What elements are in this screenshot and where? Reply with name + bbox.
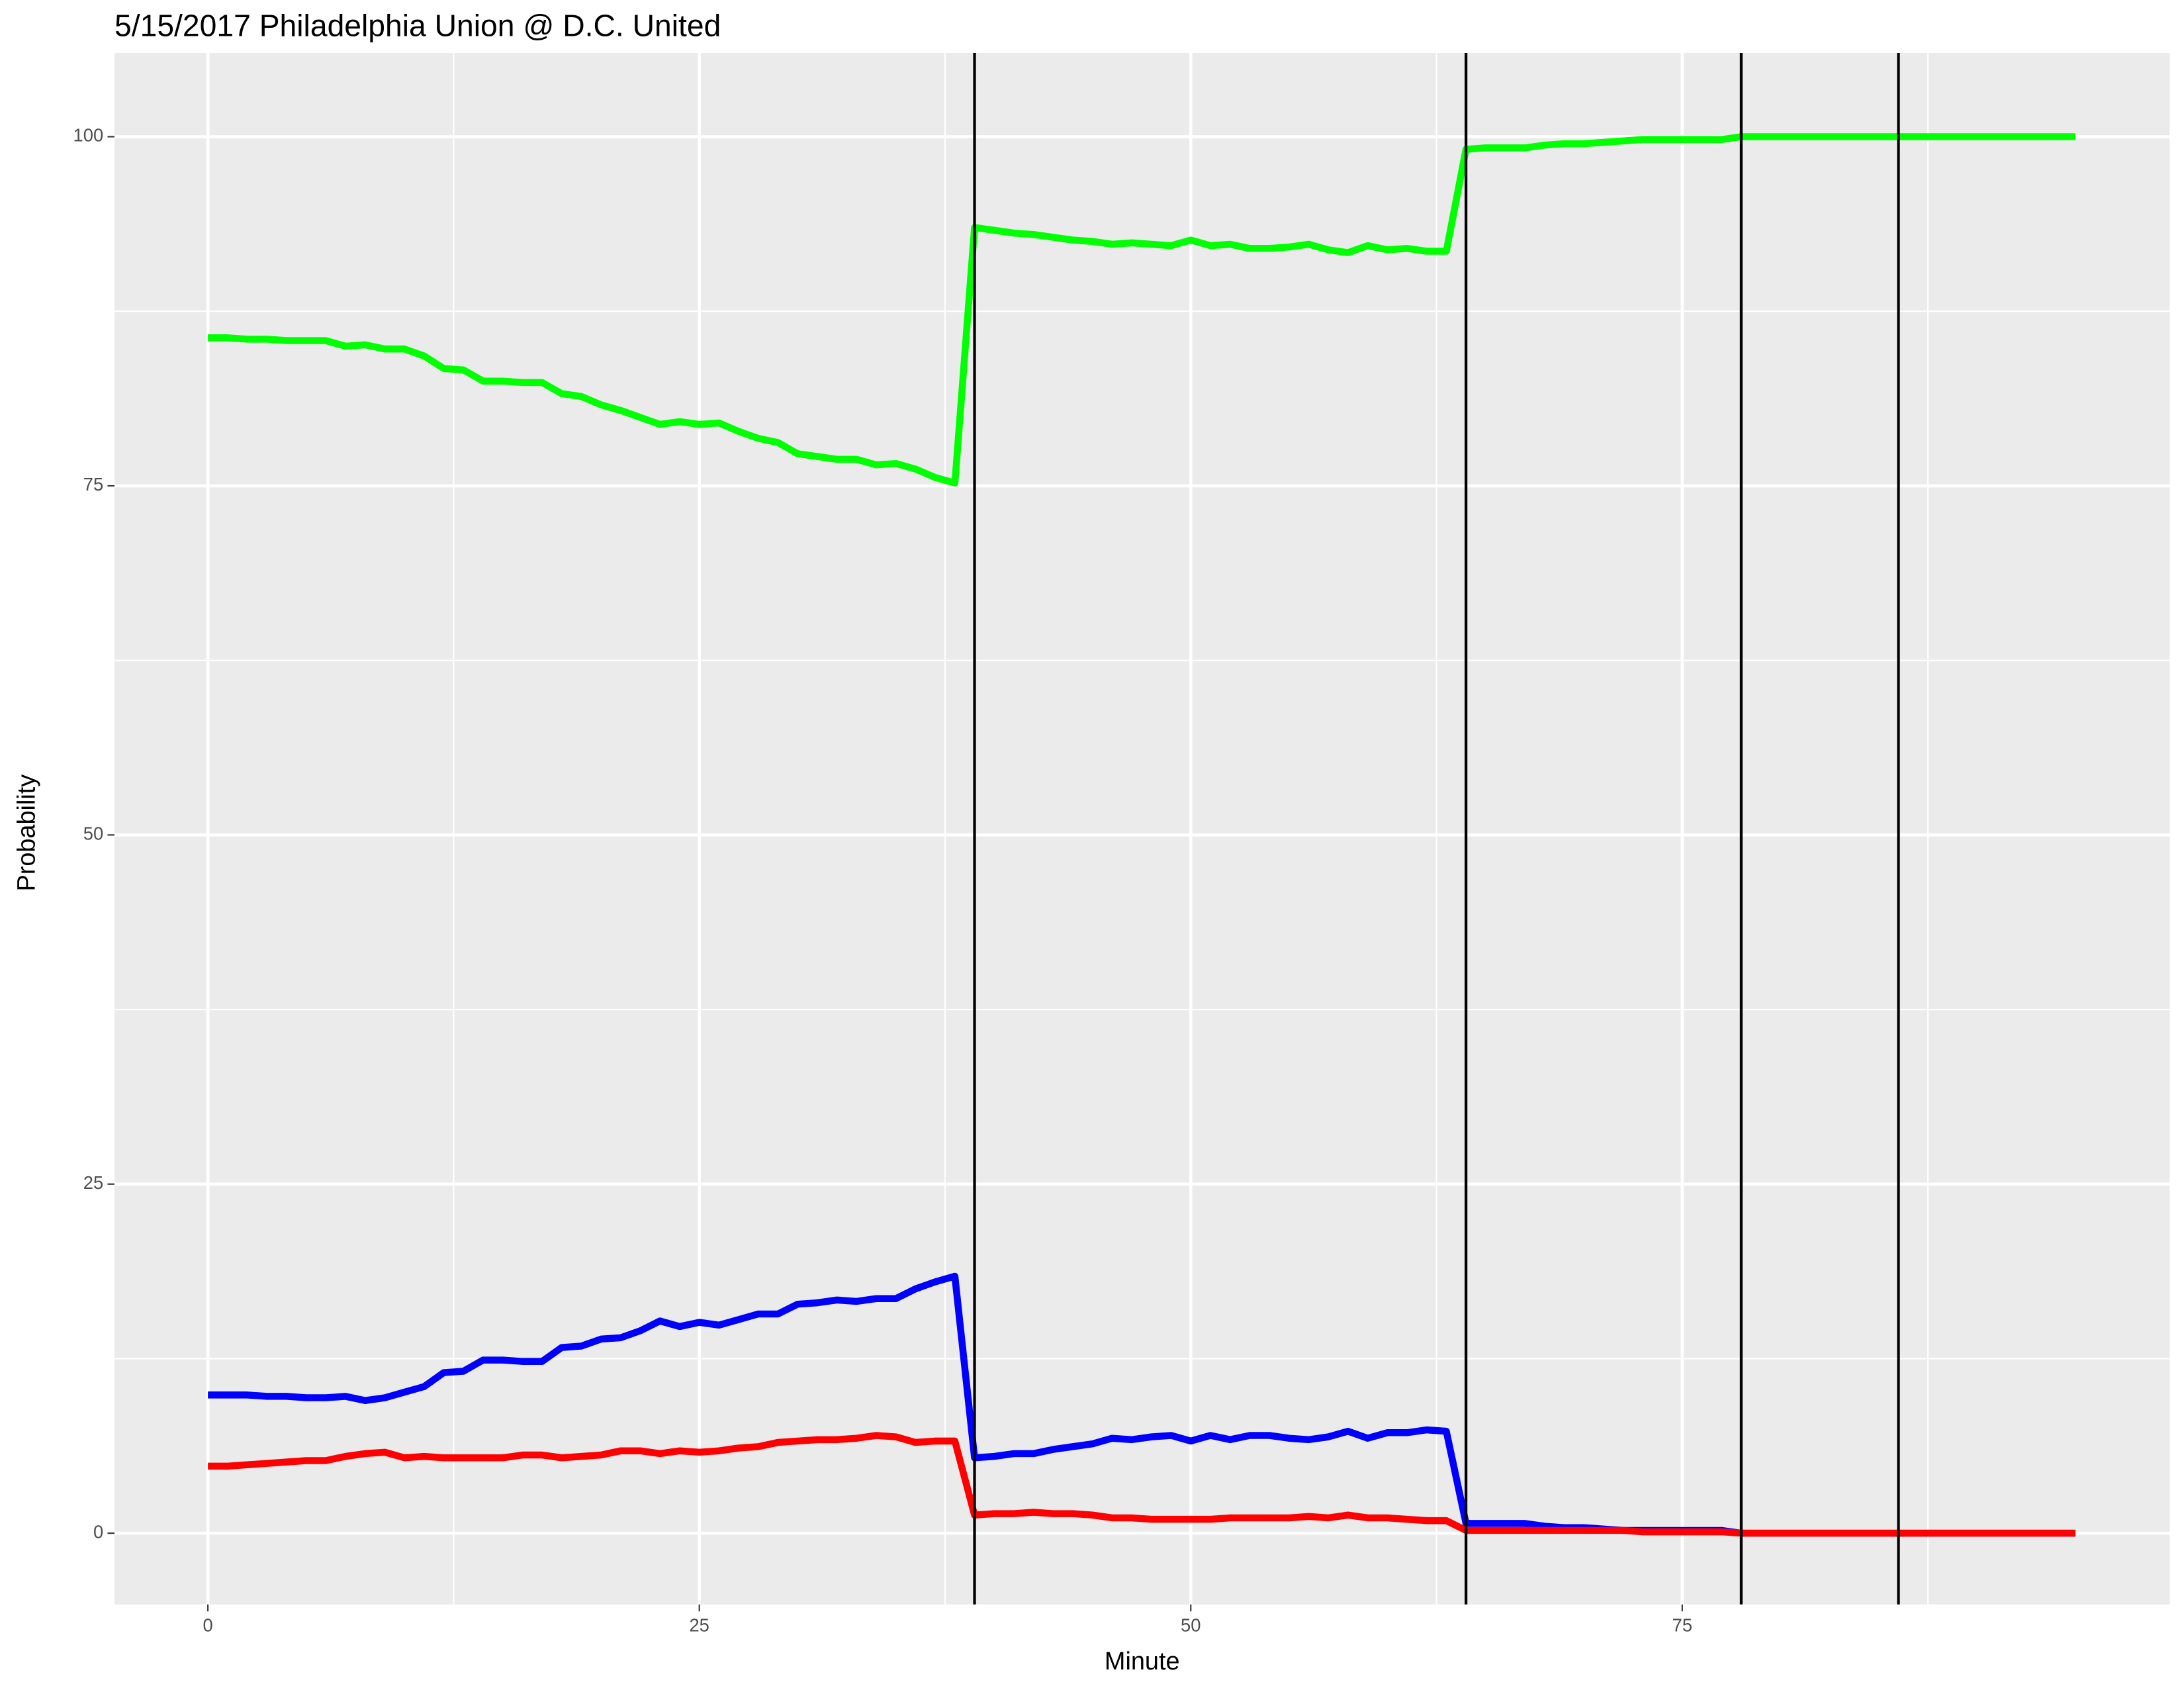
y-tick-label: 75 [83, 474, 103, 494]
x-tick-label: 50 [1181, 1615, 1201, 1636]
y-tick-label: 50 [83, 823, 103, 844]
y-axis-title: Probability [13, 774, 41, 892]
series-line [208, 133, 2075, 487]
x-tick-label: 0 [203, 1615, 212, 1636]
y-tick-label: 0 [93, 1521, 103, 1542]
x-tick-label: 75 [1672, 1615, 1692, 1636]
x-tick-label: 25 [689, 1615, 709, 1636]
y-tick-label: 25 [83, 1172, 103, 1193]
y-tick-label: 100 [73, 125, 104, 146]
plot-panel [114, 52, 2170, 1605]
x-axis-title: Minute [1105, 1648, 1180, 1675]
chart-title: 5/15/2017 Philadelphia Union @ D.C. Unit… [114, 8, 721, 42]
series-line [208, 1432, 2075, 1537]
